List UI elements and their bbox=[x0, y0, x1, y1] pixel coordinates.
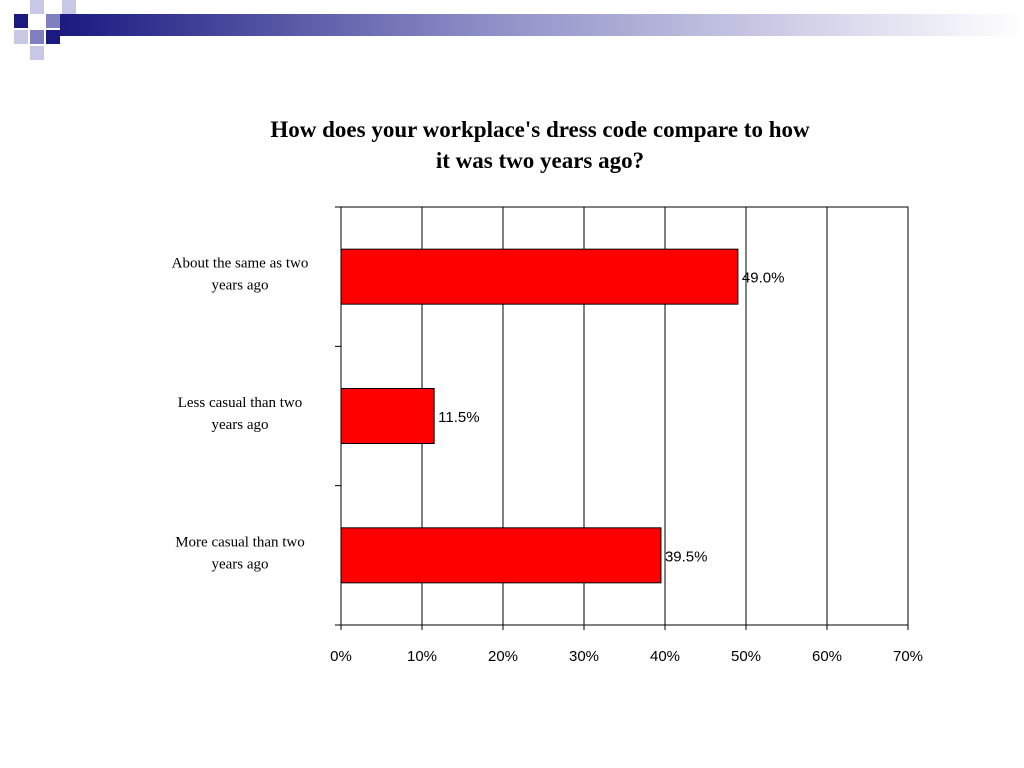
chart-title: How does your workplace's dress code com… bbox=[200, 114, 880, 176]
x-tick-label: 60% bbox=[812, 648, 842, 665]
x-tick-label: 40% bbox=[650, 648, 680, 665]
x-tick-label: 20% bbox=[488, 648, 518, 665]
deco-square bbox=[14, 14, 28, 28]
bar bbox=[340, 388, 435, 444]
category-label: More casual than two bbox=[175, 534, 305, 550]
category-label: years ago bbox=[211, 417, 268, 433]
deco-square bbox=[46, 14, 60, 28]
header-gradient-bar bbox=[60, 14, 1024, 36]
deco-square bbox=[30, 46, 44, 60]
deco-square bbox=[62, 0, 76, 14]
chart-title-line-1: How does your workplace's dress code com… bbox=[270, 117, 810, 142]
deco-square bbox=[30, 30, 44, 44]
category-label: years ago bbox=[211, 556, 268, 572]
x-tick-label: 70% bbox=[893, 648, 923, 665]
category-label: About the same as two bbox=[172, 256, 309, 272]
bar bbox=[340, 248, 739, 305]
deco-square bbox=[14, 30, 28, 44]
data-label: 39.5% bbox=[665, 548, 708, 565]
x-tick-label: 50% bbox=[731, 648, 761, 665]
header-decoration bbox=[14, 0, 1024, 60]
chart-title-line-2: it was two years ago? bbox=[435, 148, 645, 173]
x-tick-label: 10% bbox=[407, 648, 437, 665]
data-label: 49.0% bbox=[742, 270, 785, 287]
deco-square bbox=[30, 0, 44, 14]
category-label: years ago bbox=[211, 278, 268, 294]
x-tick-label: 0% bbox=[330, 648, 352, 665]
x-tick-label: 30% bbox=[569, 648, 599, 665]
bar bbox=[340, 527, 662, 584]
category-label: Less casual than two bbox=[178, 395, 303, 411]
deco-square bbox=[46, 30, 60, 44]
data-label: 11.5% bbox=[438, 409, 479, 426]
